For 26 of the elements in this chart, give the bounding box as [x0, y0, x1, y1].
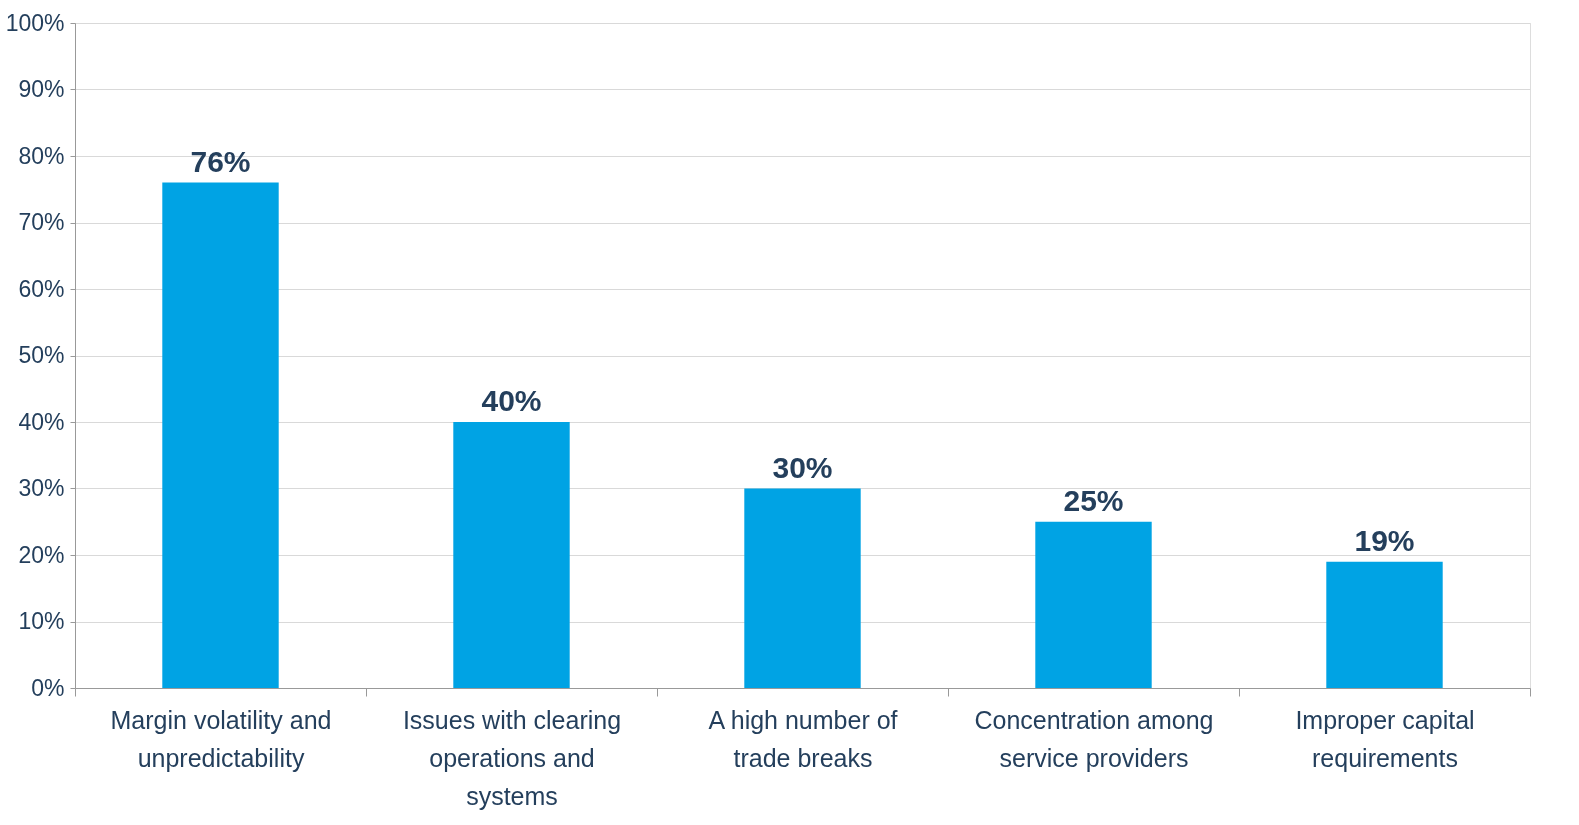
bar: [1035, 521, 1152, 688]
y-tick-label: 50%: [18, 342, 65, 368]
y-tick-label: 30%: [18, 475, 65, 501]
x-tick-label: A high number of trade breaks: [708, 705, 898, 772]
bar: [453, 422, 570, 688]
x-tick-label: Margin volatility and unpredictability: [110, 705, 332, 772]
y-tick-label: 20%: [18, 541, 65, 568]
data-label: 25%: [1063, 483, 1124, 517]
y-tick-label: 10%: [18, 608, 65, 634]
y-tick-label: 40%: [18, 408, 65, 435]
x-tick-label: Issues with clearing operations and systems: [402, 705, 622, 810]
data-label: 19%: [1354, 523, 1415, 557]
y-tick-label: 80%: [18, 142, 65, 169]
y-tick-label: 70%: [18, 209, 65, 235]
y-tick-label: 60%: [18, 275, 65, 302]
data-label: 40%: [481, 384, 542, 417]
data-label: 76%: [190, 144, 251, 178]
bar: [744, 488, 861, 688]
y-tick-label: 90%: [18, 76, 65, 102]
bar: [1326, 561, 1443, 688]
bar: [162, 182, 279, 688]
y-tick-label: 100%: [5, 9, 65, 36]
x-tick-label: Improper capital requirements: [1295, 705, 1475, 772]
data-label: 30%: [772, 450, 833, 484]
x-tick-label: Concentration among service providers: [974, 705, 1214, 772]
y-tick-label: 0%: [31, 674, 65, 701]
